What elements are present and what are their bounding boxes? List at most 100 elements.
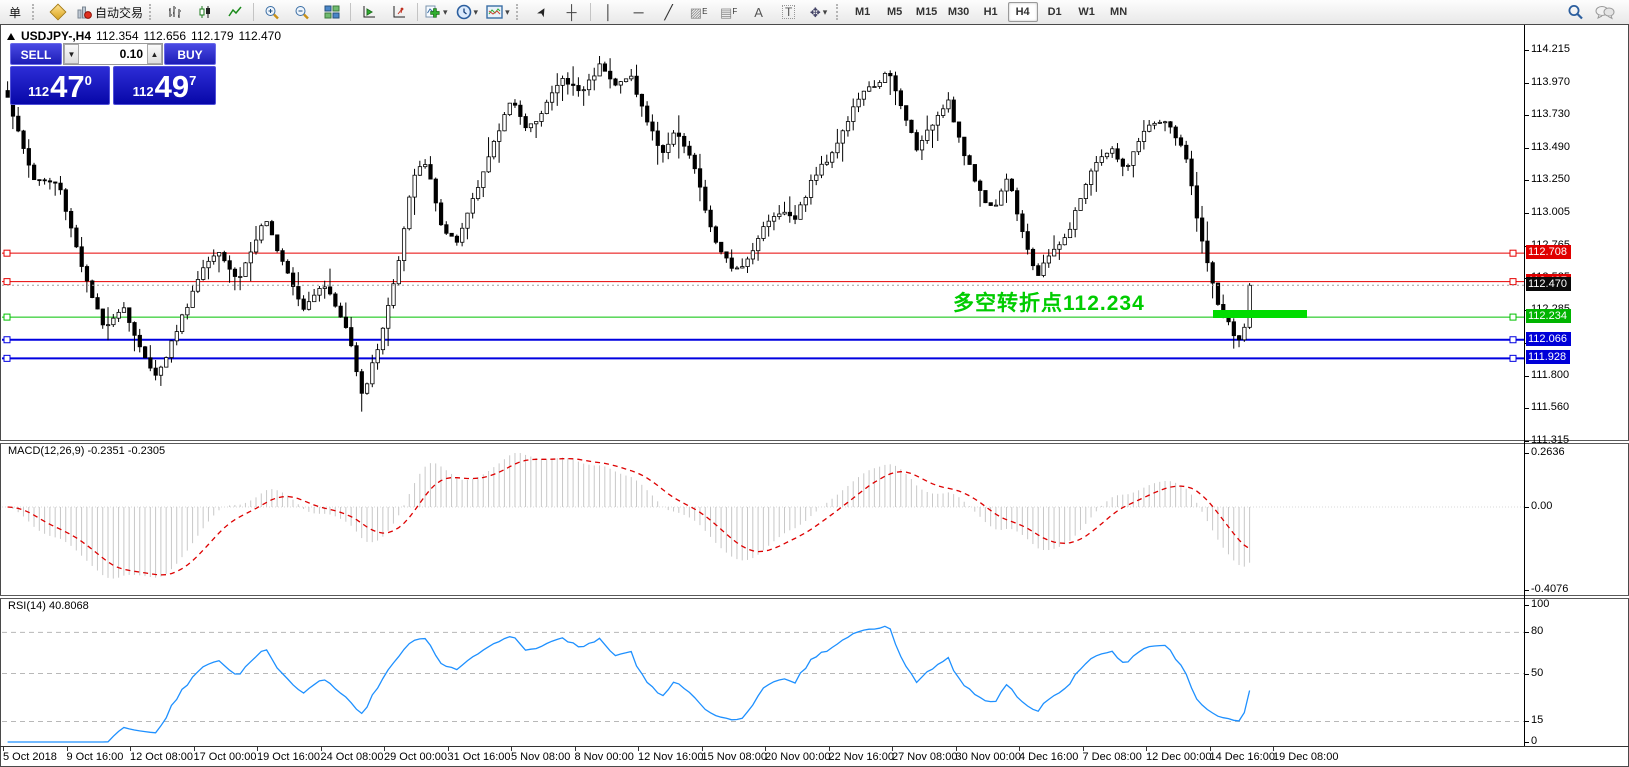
time-tick-label: 22 Nov 16:00 xyxy=(828,751,894,763)
macd-indicator-pane[interactable] xyxy=(2,442,1524,596)
timeframe-button-m30[interactable]: M30 xyxy=(947,6,970,18)
volume-value[interactable]: 0.10 xyxy=(119,47,143,61)
candlestick-icon[interactable] xyxy=(191,1,219,23)
macd-scale-label: 0.00 xyxy=(1524,500,1553,512)
new-order-button[interactable]: 单 xyxy=(8,5,21,20)
auto-scroll-icon[interactable] xyxy=(355,1,383,23)
equidistant-channel-tool-icon[interactable] xyxy=(685,1,713,23)
timeframe-button-h1[interactable]: H1 xyxy=(983,6,998,18)
main-price-chart[interactable] xyxy=(2,25,1524,441)
macd-scale-label: -0.4076 xyxy=(1524,583,1569,596)
time-tick-label: 14 Dec 16:00 xyxy=(1209,751,1275,763)
timeframe-button-m5[interactable]: M5 xyxy=(886,6,903,18)
timeframe-button-d1[interactable]: D1 xyxy=(1047,6,1062,18)
timeframe-button-h4[interactable]: H4 xyxy=(1007,2,1038,22)
buy-button[interactable]: BUY xyxy=(164,43,216,65)
price-tick-label: 111.315 xyxy=(1524,434,1570,446)
sell-price-quote[interactable]: 112 47 0 xyxy=(10,66,110,105)
window-collapse-icon[interactable] xyxy=(7,32,15,40)
ohlc-high: 112.656 xyxy=(143,29,187,43)
price-tick-label: 113.005 xyxy=(1525,206,1570,219)
zoom-out-icon[interactable] xyxy=(288,1,316,23)
autotrading-icon xyxy=(77,6,92,19)
timeframe-button-mn[interactable]: MN xyxy=(1110,6,1128,18)
time-tick xyxy=(3,747,4,751)
rsi-scale-label: 80 xyxy=(1524,625,1544,638)
time-tick-label: 27 Nov 08:00 xyxy=(892,751,958,763)
pivot-highlight-bar[interactable] xyxy=(1213,310,1307,319)
price-tick-label: 113.490 xyxy=(1525,140,1570,153)
time-tick xyxy=(130,747,131,751)
time-tick-label: 5 Nov 08:00 xyxy=(511,751,571,763)
buy-price-small: 112 xyxy=(132,84,154,99)
pane-splitter-rsi[interactable] xyxy=(0,595,1629,599)
buy-price-big: 49 xyxy=(154,69,190,104)
macd-label: MACD(12,26,9) -0.2351 -0.2305 xyxy=(8,445,166,457)
crosshair-icon[interactable] xyxy=(558,1,586,23)
rsi-scale-label: 50 xyxy=(1524,666,1544,679)
trendline-tool-icon[interactable] xyxy=(655,1,683,23)
indicators-button[interactable] xyxy=(422,1,451,23)
time-tick-label: 12 Oct 08:00 xyxy=(130,751,193,763)
arrow-tools-icon[interactable] xyxy=(805,1,833,23)
price-tick-label: 113.730 xyxy=(1525,108,1570,121)
buy-price-quote[interactable]: 112 49 7 xyxy=(113,66,216,105)
autotrading-button[interactable]: 自动交易 xyxy=(74,1,146,23)
ohlc-low: 112.179 xyxy=(191,29,234,43)
timeframe-button-m15[interactable]: M15 xyxy=(915,6,938,18)
time-tick xyxy=(701,747,703,751)
level-price-label: 112.708 xyxy=(1526,245,1571,260)
pivot-annotation-text[interactable]: 多空转折点112.234 xyxy=(953,292,1145,315)
price-tick-label: 114.215 xyxy=(1525,43,1570,55)
pane-splitter-macd[interactable] xyxy=(0,440,1629,444)
metaeditor-icon[interactable] xyxy=(44,1,72,23)
zoom-in-icon[interactable] xyxy=(258,1,286,23)
buy-price-sup: 7 xyxy=(189,73,197,88)
toolbar-grip[interactable] xyxy=(149,4,158,20)
rsi-label: RSI(14) 40.8068 xyxy=(8,600,89,612)
volume-decrease-button[interactable]: ▼ xyxy=(64,44,79,64)
search-icon[interactable] xyxy=(1561,1,1589,23)
time-tick-label: 30 Nov 00:00 xyxy=(955,751,1021,763)
time-tick-label: 8 Nov 00:00 xyxy=(574,751,634,763)
time-tick-label: 15 Nov 08:00 xyxy=(701,751,767,763)
volume-increase-button[interactable]: ▲ xyxy=(147,44,162,64)
toolbar-grip[interactable] xyxy=(515,4,525,20)
time-tick-label: 31 Oct 16:00 xyxy=(447,751,511,763)
sell-price-sup: 0 xyxy=(84,73,92,88)
time-tick-label: 9 Oct 16:00 xyxy=(66,751,124,763)
time-tick-label: 29 Oct 00:00 xyxy=(384,751,447,763)
timeframe-button-m1[interactable]: M1 xyxy=(854,6,871,18)
horizontal-line-tool-icon[interactable] xyxy=(625,1,653,23)
text-tool-icon[interactable] xyxy=(745,1,773,23)
timeframe-toolbar: M1 M5 M15 M30 H1 H4 D1 W1 MN xyxy=(847,2,1135,22)
price-axis[interactable]: 114.215 113.970 113.730 113.490 113.250 113.0… xyxy=(1524,24,1629,747)
line-chart-icon[interactable] xyxy=(221,1,249,23)
bar-chart-icon[interactable] xyxy=(161,1,189,23)
time-tick xyxy=(1146,747,1147,751)
text-label-tool-icon[interactable] xyxy=(775,1,803,23)
vertical-line-tool-icon[interactable] xyxy=(595,1,623,23)
sell-price-small: 112 xyxy=(28,84,50,99)
time-axis[interactable]: 5 Oct 2018 9 Oct 16:00 12 Oct 08:00 17 Oct … xyxy=(0,747,1629,767)
periods-button[interactable] xyxy=(453,1,482,23)
templates-button[interactable] xyxy=(483,1,513,23)
time-tick xyxy=(638,747,639,751)
fibonacci-tool-icon[interactable] xyxy=(715,1,743,23)
rsi-indicator-pane[interactable] xyxy=(2,597,1524,746)
toolbar-grip[interactable] xyxy=(32,4,41,20)
time-tick xyxy=(828,747,830,751)
tile-windows-icon[interactable] xyxy=(318,1,346,23)
symbol-period-label: USDJPY-,H4 xyxy=(21,29,92,43)
timeframe-button-w1[interactable]: W1 xyxy=(1078,6,1095,18)
cursor-icon[interactable] xyxy=(528,1,556,23)
ohlc-open: 112.354 xyxy=(96,29,139,43)
sell-price-big: 47 xyxy=(50,69,85,104)
chart-shift-icon[interactable] xyxy=(385,1,413,23)
time-tick-label: 7 Dec 08:00 xyxy=(1082,751,1142,763)
toolbar-grip[interactable] xyxy=(835,4,845,20)
time-tick xyxy=(320,747,322,751)
rsi-scale-label: 0 xyxy=(1524,735,1538,747)
chat-icon[interactable] xyxy=(1591,1,1619,23)
sell-button[interactable]: SELL xyxy=(10,43,62,65)
